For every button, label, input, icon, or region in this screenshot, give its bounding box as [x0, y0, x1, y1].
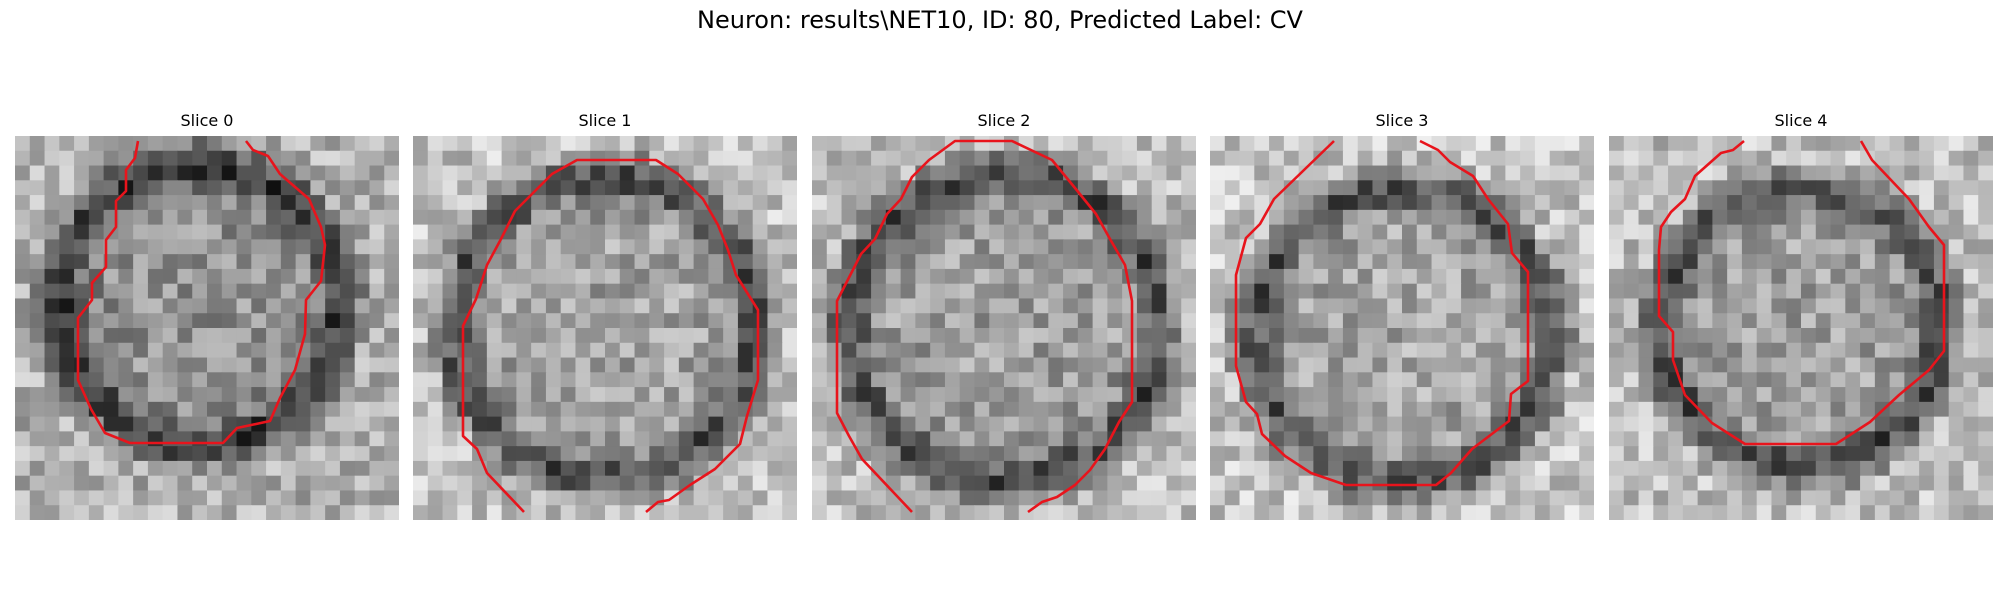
slice-image-2 — [812, 136, 1196, 520]
cell-contour — [1657, 139, 1946, 446]
grayscale-pixels — [413, 136, 797, 520]
grayscale-pixels — [1210, 136, 1594, 520]
slice-image-0 — [15, 136, 399, 520]
slice-panel-3: Slice 3 — [1210, 108, 1594, 520]
slice-image-4 — [1609, 136, 1993, 520]
slice-title-0: Slice 0 — [180, 111, 234, 130]
grayscale-pixels — [812, 136, 1196, 520]
slice-title-3: Slice 3 — [1375, 111, 1429, 130]
slice-title-4: Slice 4 — [1774, 111, 1828, 130]
cell-contour — [461, 158, 760, 513]
cell-contour — [76, 140, 327, 445]
slice-panel-0: Slice 0 — [15, 108, 399, 520]
grayscale-pixels — [1609, 136, 1993, 520]
cell-contour — [835, 139, 1134, 514]
slice-title-1: Slice 1 — [578, 111, 632, 130]
slice-title-2: Slice 2 — [977, 111, 1031, 130]
slice-panel-4: Slice 4 — [1609, 108, 1993, 520]
slice-image-1 — [413, 136, 797, 520]
slice-panel-1: Slice 1 — [413, 108, 797, 520]
slice-panel-2: Slice 2 — [812, 108, 1196, 520]
grayscale-pixels — [15, 136, 399, 520]
figure-title: Neuron: results\NET10, ID: 80, Predicted… — [697, 6, 1303, 34]
slice-image-3 — [1210, 136, 1594, 520]
cell-contour — [1234, 139, 1530, 487]
